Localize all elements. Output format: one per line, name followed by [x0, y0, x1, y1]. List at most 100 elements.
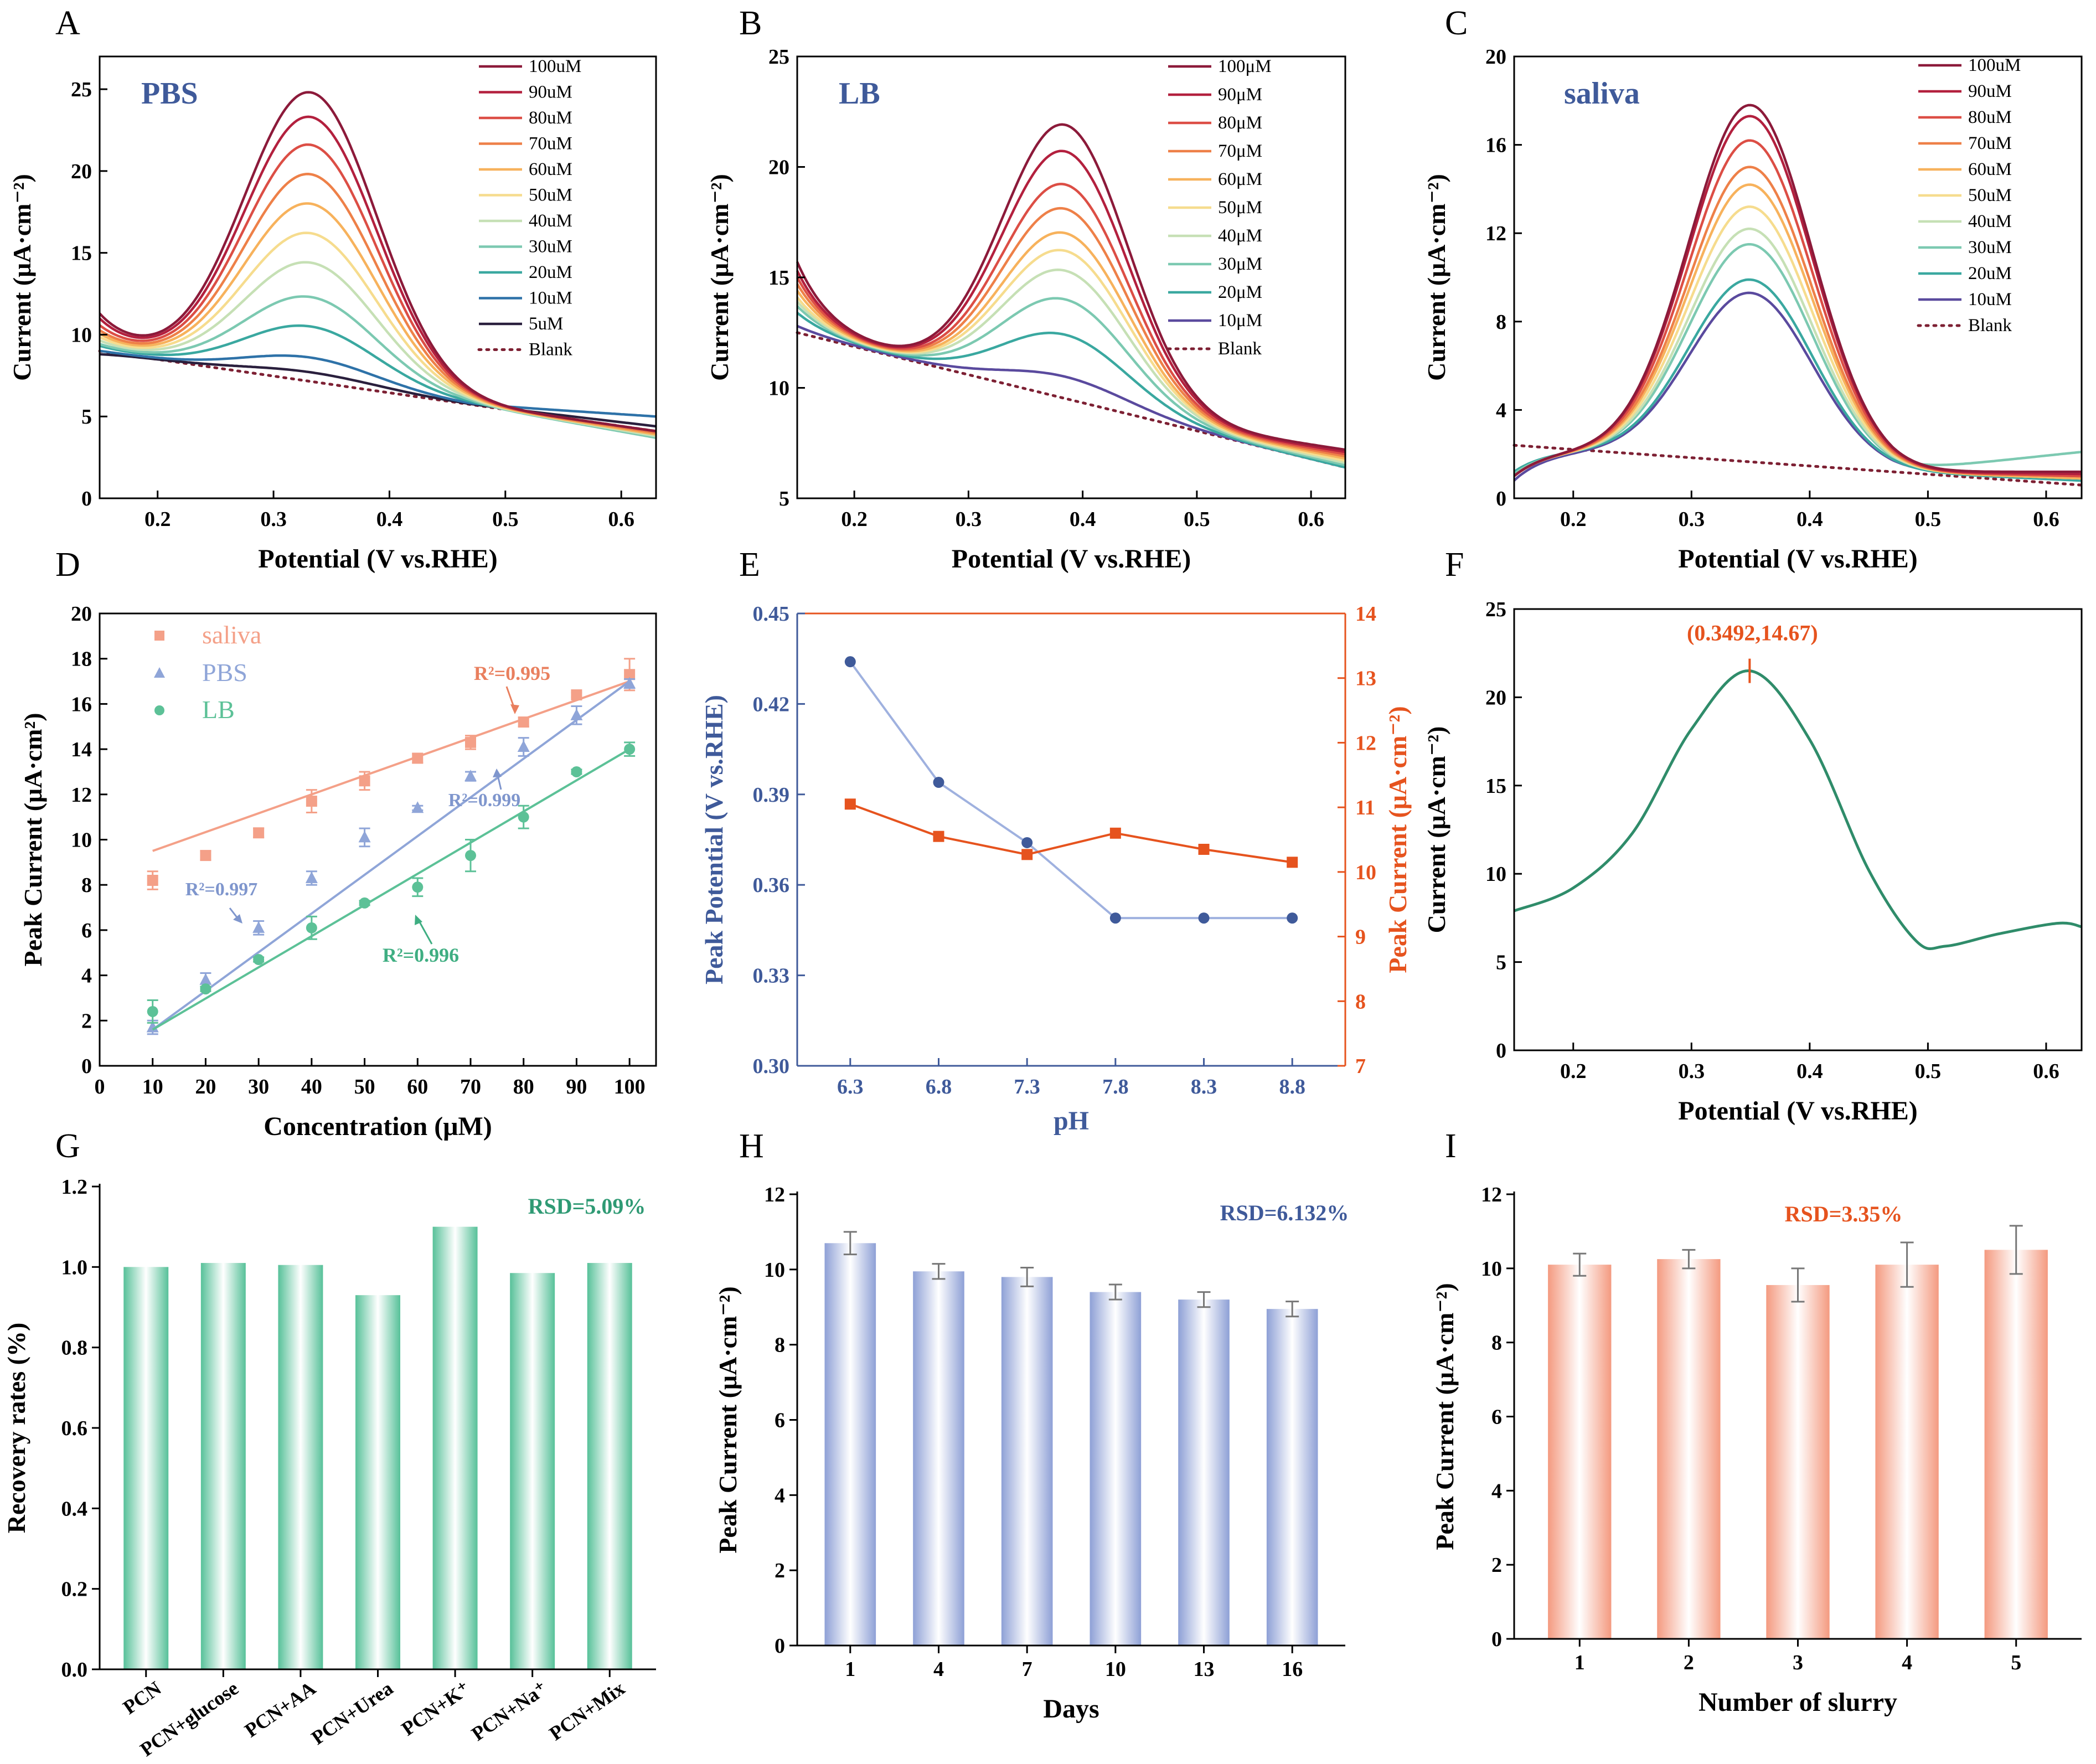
data-point-PBS	[252, 921, 265, 933]
x-tick-label: 16	[1282, 1658, 1303, 1681]
legend-label: 20uM	[1968, 264, 2012, 283]
y-tick-label-left: 0.30	[753, 1055, 790, 1078]
legend-label: 70μM	[1218, 141, 1262, 161]
bar-PCN+Mix	[587, 1263, 632, 1669]
bar-2	[1657, 1259, 1721, 1639]
data-point-LB	[359, 897, 370, 909]
y-axis-label: Current (μA·cm⁻²)	[705, 174, 734, 381]
data-point-LB	[571, 766, 582, 777]
series-curve-70μM	[796, 207, 1346, 458]
x-tick-label: 10	[1105, 1658, 1126, 1681]
legend-label: 30μM	[1218, 254, 1262, 274]
y-tick-label: 20	[1485, 686, 1506, 709]
plot-frame-F	[1513, 608, 2083, 1051]
legend-label: 60uM	[529, 159, 572, 179]
x-tick-label: 0.2	[841, 508, 868, 531]
x-axis-label: Potential (V vs.RHE)	[1678, 544, 1917, 574]
data-point-saliva	[306, 796, 317, 807]
legend-label: Blank	[529, 340, 572, 360]
x-tick-label: 60	[407, 1075, 428, 1098]
x-tick-label: 0.4	[1796, 508, 1823, 531]
x-tick-label: 0.5	[1184, 508, 1210, 531]
y-tick-label: 15	[768, 266, 789, 290]
y-tick-label: 0	[81, 487, 92, 510]
data-point-peak-potential	[1021, 837, 1033, 848]
data-point-peak-current	[1198, 844, 1210, 855]
y-tick-label: 15	[1485, 775, 1506, 798]
x-tick-label: 30	[248, 1075, 269, 1098]
y-tick-label: 4	[775, 1484, 785, 1507]
x-tick-label: 7.8	[1102, 1075, 1129, 1098]
legend-label: 70uM	[529, 134, 572, 154]
legend-label: 50μM	[1218, 198, 1262, 218]
data-point-peak-current	[844, 798, 856, 810]
y-tick-label: 6	[1491, 1406, 1502, 1429]
data-point-PBS	[411, 801, 424, 813]
panel-letter-A: A	[55, 4, 80, 42]
panel-letter-G: G	[55, 1127, 80, 1165]
legend-label: 80μM	[1218, 113, 1262, 133]
x-tick-label: PCN	[119, 1677, 166, 1719]
legend-label: Blank	[1968, 316, 2012, 336]
data-point-saliva	[359, 775, 370, 787]
x-tick-label: PCN+Na⁺	[467, 1677, 551, 1745]
data-point-LB	[306, 922, 317, 933]
y-tick-label: 10	[1481, 1257, 1502, 1281]
legend-label: 10μM	[1218, 311, 1262, 331]
series-curve-50μM	[796, 249, 1346, 462]
x-tick-label: 0.6	[1298, 508, 1324, 531]
data-point-saliva	[412, 752, 424, 764]
y-tick-label: 0.6	[61, 1417, 88, 1440]
x-tick-label: 13	[1194, 1658, 1215, 1681]
series-curve-100μM	[796, 123, 1346, 451]
legend-label: 60μM	[1218, 169, 1262, 189]
y-tick-label: 0	[1496, 1039, 1506, 1062]
x-tick-label: 0.6	[2033, 508, 2059, 531]
x-tick-label: 0.3	[956, 508, 982, 531]
y-tick-label: 12	[1485, 222, 1506, 245]
y-tick-label: 0.8	[61, 1337, 88, 1360]
legend-label: 20μM	[1218, 282, 1262, 302]
fit-line-saliva	[152, 680, 630, 852]
bar-13	[1178, 1299, 1230, 1646]
y-tick-label-left: 0.36	[753, 874, 790, 897]
bar-PCN+Na⁺	[510, 1273, 555, 1669]
legend-label: 90uM	[529, 82, 572, 102]
y-axis-label: Peak Current (μA·cm⁻²)	[1431, 1283, 1459, 1550]
data-point-PBS	[358, 831, 371, 843]
x-tick-label: 5	[2011, 1651, 2021, 1674]
data-point-saliva	[465, 736, 476, 748]
y-axis-label-left: Peak Potential (V vs.RHE)	[700, 695, 728, 984]
legend-label: 40μM	[1218, 226, 1262, 246]
legend-label: 30uM	[529, 237, 572, 257]
y-axis-label: Peak Current (μA·cm²)	[19, 713, 47, 966]
legend-label: 80uM	[529, 108, 572, 128]
legend-label: 20uM	[529, 262, 572, 282]
x-tick-label: 0.3	[1679, 1060, 1705, 1083]
x-axis-label: Potential (V vs.RHE)	[1678, 1096, 1917, 1126]
data-point-saliva	[624, 669, 636, 680]
r2-arrowhead	[233, 914, 242, 924]
y-tick-label: 0.0	[61, 1658, 88, 1682]
legend-marker	[154, 667, 165, 678]
data-point-peak-potential	[1198, 912, 1210, 924]
y-tick-label: 4	[81, 964, 92, 988]
x-tick-label: 0.5	[1915, 1060, 1942, 1083]
x-tick-label: 50	[354, 1075, 375, 1098]
panel-D: 0 10 20 30 40 50 60 70 80 90 100 0 2 4 6 8 10 12 14 16 18 20 s…	[19, 602, 657, 1141]
bar-1	[824, 1243, 876, 1646]
y-tick-label: 0	[775, 1634, 785, 1658]
data-point-LB	[624, 744, 636, 755]
series-curve-5uM	[99, 353, 657, 428]
legend-marker	[154, 631, 164, 641]
legend-label: 100μM	[1218, 56, 1272, 76]
legend-label: 5uM	[529, 314, 563, 334]
y-tick-label: 0	[81, 1055, 92, 1078]
r2-arrowhead	[415, 915, 422, 925]
y-tick-label: 8	[775, 1334, 785, 1357]
legend-label: saliva	[202, 621, 261, 649]
y-tick-label: 8	[1496, 311, 1506, 334]
legend-label: 90μM	[1218, 85, 1262, 105]
x-tick-label: 7	[1022, 1658, 1032, 1681]
